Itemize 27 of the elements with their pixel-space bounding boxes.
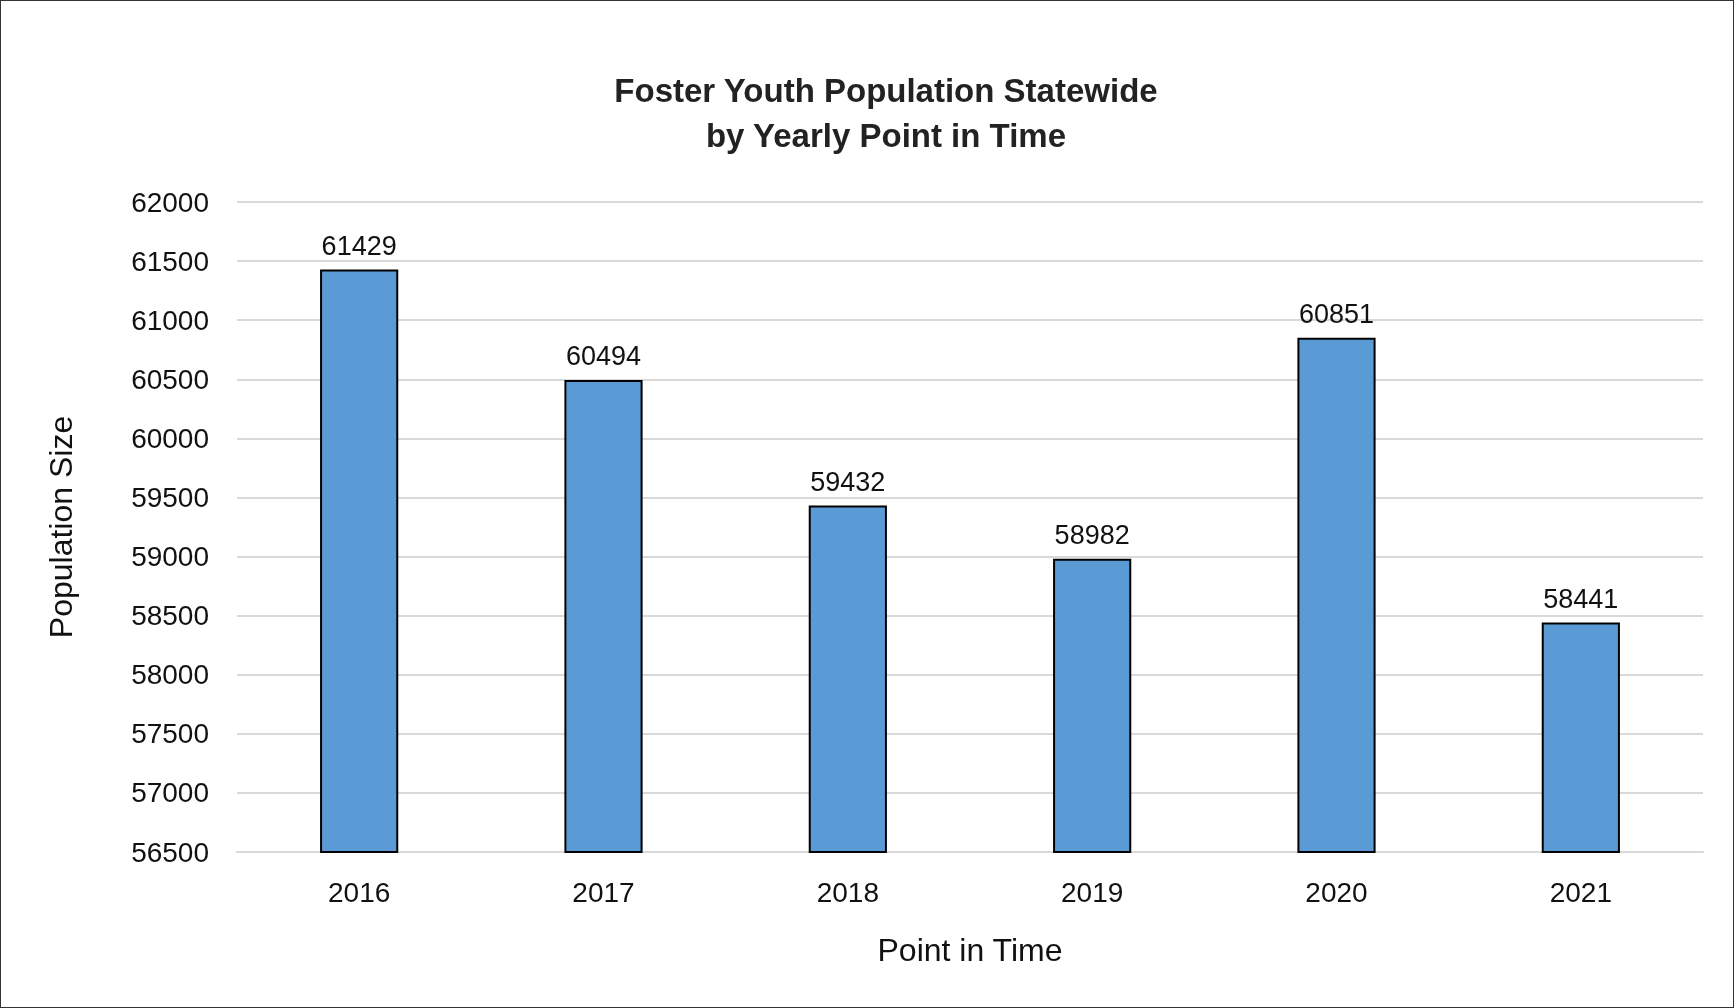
y-tick-label: 57500 [131,718,209,750]
data-label: 60494 [565,341,642,372]
x-tick-label: 2019 [1061,876,1124,908]
data-label: 58441 [1543,584,1619,615]
data-label: 59432 [810,466,886,497]
data-label: 61429 [321,230,397,261]
data-label: 60851 [1298,299,1375,330]
y-axis-title: Population Size [43,415,79,639]
y-tick-label: 62000 [131,186,209,218]
x-tick-label: 2017 [572,876,635,908]
x-tick-label: 2016 [328,876,391,908]
y-tick-label: 60000 [131,422,209,454]
chart-title: Foster Youth Population Statewide by Yearly Point in Time [614,72,1158,154]
y-tick-label: 61500 [131,245,209,277]
y-tick-label: 60500 [131,363,209,395]
y-tick-label: 59000 [131,541,209,573]
x-tick-label: 2021 [1549,876,1612,908]
y-tick-label: 61000 [131,304,209,336]
y-tick-label: 58500 [131,600,209,632]
y-tick-label: 57000 [131,777,209,809]
x-axis-title: Point in Time [877,932,1063,968]
y-tick-label: 56500 [131,836,209,868]
x-tick-label: 2018 [816,876,879,908]
x-tick-label: 2020 [1305,876,1368,908]
data-label: 58982 [1054,520,1130,551]
y-tick-label: 58000 [131,659,209,691]
y-tick-label: 59500 [131,481,209,513]
